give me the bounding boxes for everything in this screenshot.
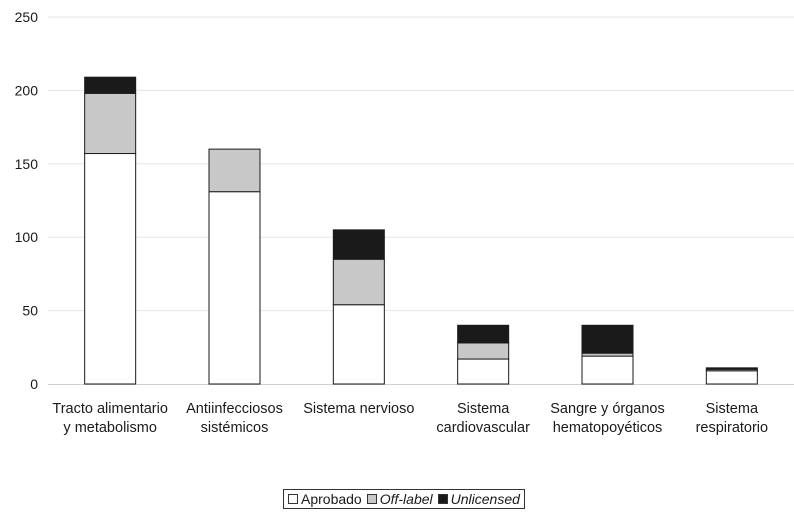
bar-segment-off-label	[84, 92, 137, 155]
legend-label-unlicensed: Unlicensed	[450, 491, 520, 507]
bar-segment-unlicensed	[581, 324, 634, 354]
x-tick-label: y metabolismo	[63, 420, 156, 436]
x-tick-label: respiratorio	[696, 420, 769, 436]
y-tick-label: 50	[22, 303, 38, 319]
y-tick-label: 0	[30, 376, 38, 392]
bar-segment-aprobado	[705, 370, 758, 385]
x-tick-label: cardiovascular	[436, 420, 530, 436]
x-tick-label: Sistema	[706, 401, 759, 417]
legend-swatch-off-label	[366, 494, 377, 504]
bar-segment-unlicensed	[332, 229, 385, 260]
bar-segment-unlicensed	[84, 76, 137, 94]
y-tick-label: 100	[15, 229, 39, 245]
y-tick-label: 150	[15, 156, 39, 172]
legend-swatch-aprobado	[288, 494, 298, 504]
legend-label-off-label: Off-label	[379, 491, 433, 507]
bar-segment-aprobado	[457, 358, 510, 385]
bar-segment-unlicensed	[705, 367, 758, 370]
bar-segment-aprobado	[84, 153, 137, 385]
bar-segment-off-label	[332, 258, 385, 306]
legend-label-aprobado: Aprobado	[301, 491, 362, 507]
x-tick-label: Sistema nervioso	[303, 401, 414, 417]
legend-swatch-unlicensed	[437, 494, 448, 504]
gridlines	[48, 16, 794, 385]
y-tick-label: 200	[15, 82, 39, 98]
legend-item-off-label: Off-label	[366, 491, 433, 507]
bars	[84, 76, 758, 385]
x-tick-label: Sangre y órganos	[550, 401, 664, 417]
bar-segment-off-label	[457, 342, 510, 360]
legend-item-aprobado: Aprobado	[288, 491, 362, 507]
y-axis: 0 50 100 150 200 250	[15, 9, 39, 392]
bar-segment-aprobado	[581, 355, 634, 385]
legend: Aprobado Off-label Unlicensed	[283, 489, 525, 509]
x-tick-label: Sistema	[457, 401, 510, 417]
bar-segment-unlicensed	[457, 324, 510, 344]
x-tick-label: hematopoyéticos	[553, 420, 663, 436]
x-axis: Tracto alimentario y metabolismo Antiinfec…	[52, 401, 768, 436]
x-tick-label: Antiinfecciosos	[186, 401, 283, 417]
bar-segment-off-label	[208, 148, 261, 193]
y-tick-label: 250	[15, 9, 39, 25]
legend-item-unlicensed: Unlicensed	[437, 491, 520, 507]
x-tick-label: Tracto alimentario	[52, 401, 168, 417]
x-tick-label: sistémicos	[201, 420, 269, 436]
bar-segment-aprobado	[332, 304, 385, 385]
bar-segment-aprobado	[208, 191, 261, 385]
